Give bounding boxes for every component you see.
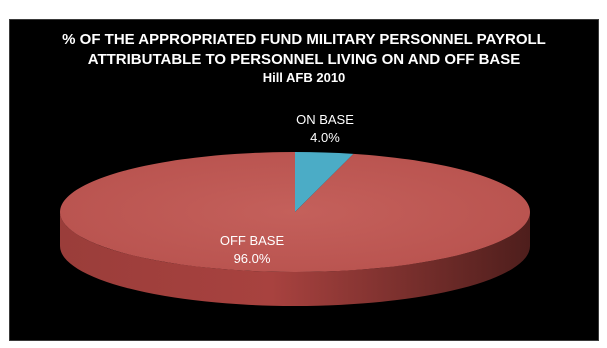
slice-label-off-base: OFF BASE bbox=[220, 233, 285, 248]
slice-label-on-base: ON BASE bbox=[296, 112, 354, 127]
slice-value-off-base: 96.0% bbox=[234, 251, 271, 266]
pie-slice-on-base bbox=[295, 152, 354, 212]
slice-value-on-base: 4.0% bbox=[310, 130, 340, 145]
chart-title: % OF THE APPROPRIATED FUND MILITARY PERS… bbox=[9, 30, 599, 70]
pie-slice-off-base bbox=[60, 152, 531, 272]
chart-title-line-1: % OF THE APPROPRIATED FUND MILITARY PERS… bbox=[62, 31, 546, 48]
chart-subtitle: Hill AFB 2010 bbox=[262, 70, 346, 85]
pie-side-wall bbox=[60, 212, 530, 306]
chart-title-line-2: ATTRIBUTABLE TO PERSONNEL LIVING ON AND … bbox=[87, 51, 521, 68]
